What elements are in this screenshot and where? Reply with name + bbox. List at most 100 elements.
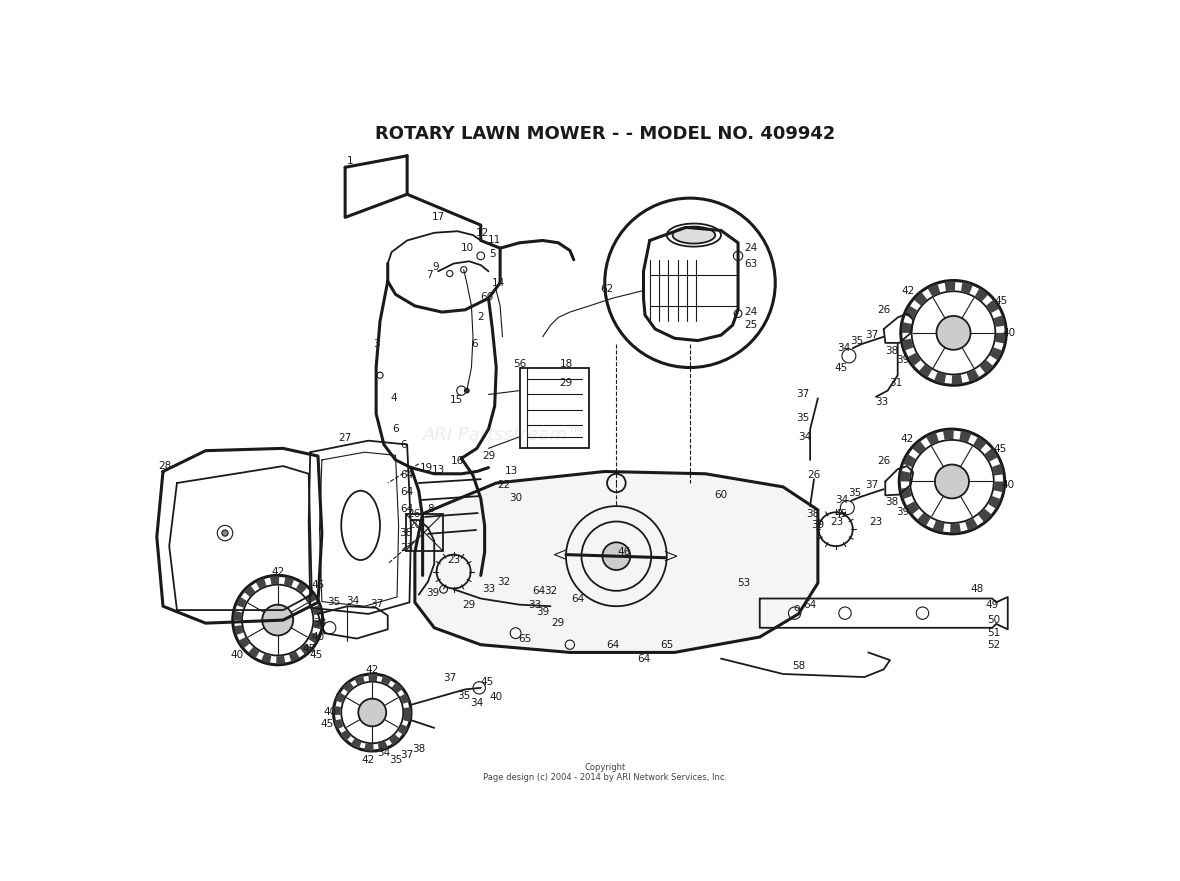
Text: 22: 22	[498, 479, 511, 490]
Ellipse shape	[673, 226, 715, 243]
Text: 40: 40	[1003, 328, 1016, 338]
Text: 64: 64	[804, 600, 817, 610]
Polygon shape	[306, 592, 316, 603]
Text: 66: 66	[480, 292, 493, 301]
Text: 37: 37	[371, 599, 384, 609]
Circle shape	[937, 316, 970, 350]
Text: 40: 40	[231, 649, 244, 660]
Text: 50: 50	[988, 615, 1001, 626]
Text: 64: 64	[400, 504, 414, 515]
Bar	[406, 514, 442, 551]
Text: 12: 12	[476, 228, 489, 238]
Polygon shape	[234, 626, 243, 635]
Polygon shape	[234, 611, 242, 620]
Text: 8: 8	[427, 504, 434, 515]
Text: 49: 49	[985, 600, 999, 610]
Text: 45: 45	[312, 581, 325, 590]
Text: 64: 64	[400, 470, 414, 480]
Text: 26: 26	[807, 470, 820, 480]
Polygon shape	[905, 306, 917, 318]
Text: 13: 13	[505, 466, 518, 477]
Polygon shape	[340, 730, 350, 741]
Polygon shape	[902, 322, 912, 333]
Text: 45: 45	[994, 444, 1007, 454]
Polygon shape	[992, 463, 1003, 476]
Text: 65: 65	[518, 633, 531, 643]
Text: 34: 34	[378, 747, 391, 758]
Text: 35: 35	[795, 412, 809, 423]
Polygon shape	[975, 288, 988, 301]
Text: 38: 38	[806, 509, 819, 519]
Text: 45: 45	[310, 649, 323, 660]
Text: 42: 42	[362, 755, 375, 766]
Polygon shape	[289, 651, 300, 662]
Text: 33: 33	[529, 600, 542, 610]
Polygon shape	[994, 315, 1005, 327]
Polygon shape	[244, 586, 255, 596]
Polygon shape	[900, 470, 910, 482]
Text: 58: 58	[792, 662, 805, 671]
Text: 28: 28	[158, 461, 171, 471]
Circle shape	[935, 464, 969, 499]
Polygon shape	[368, 674, 378, 681]
Polygon shape	[389, 735, 400, 745]
Text: 6: 6	[471, 339, 478, 350]
Text: 18: 18	[559, 359, 572, 368]
Text: 45: 45	[834, 362, 847, 373]
Text: 2: 2	[478, 313, 484, 322]
Text: 38: 38	[412, 744, 425, 754]
Text: 34: 34	[471, 699, 484, 708]
Text: 40: 40	[1001, 480, 1015, 491]
Text: 25: 25	[743, 320, 758, 330]
Polygon shape	[261, 654, 271, 663]
Text: 40: 40	[312, 632, 325, 642]
Polygon shape	[913, 292, 927, 306]
Polygon shape	[335, 692, 346, 703]
Polygon shape	[902, 339, 913, 351]
Polygon shape	[334, 706, 341, 715]
Polygon shape	[990, 347, 1002, 360]
Polygon shape	[943, 430, 953, 440]
Polygon shape	[392, 682, 402, 693]
Polygon shape	[365, 744, 374, 751]
Text: 37: 37	[795, 389, 809, 399]
Polygon shape	[927, 284, 940, 296]
Polygon shape	[381, 676, 392, 685]
Text: 27: 27	[339, 433, 352, 443]
Polygon shape	[900, 487, 912, 500]
Text: 29: 29	[463, 600, 476, 610]
Text: 38: 38	[885, 497, 898, 507]
Polygon shape	[350, 738, 361, 749]
Polygon shape	[404, 707, 411, 716]
Text: 4: 4	[391, 393, 398, 403]
Text: 14: 14	[492, 278, 505, 288]
Text: 46: 46	[617, 547, 631, 558]
Text: 53: 53	[738, 578, 750, 589]
Text: 6: 6	[392, 424, 399, 434]
Circle shape	[477, 252, 485, 260]
Text: 62: 62	[601, 284, 614, 294]
Text: 11: 11	[489, 235, 502, 246]
Text: 45: 45	[995, 295, 1008, 306]
Text: 33: 33	[481, 584, 496, 595]
Text: 64: 64	[637, 654, 650, 663]
Text: 45: 45	[834, 509, 847, 519]
Polygon shape	[979, 360, 994, 374]
Text: 39: 39	[426, 589, 439, 598]
Polygon shape	[965, 518, 978, 530]
Polygon shape	[415, 471, 818, 653]
Text: 26: 26	[877, 305, 891, 315]
Polygon shape	[988, 496, 1001, 509]
Polygon shape	[398, 724, 408, 735]
Polygon shape	[300, 643, 312, 655]
Polygon shape	[966, 369, 979, 382]
Text: 37: 37	[865, 479, 879, 490]
Bar	[519, 367, 589, 448]
Polygon shape	[952, 374, 963, 384]
Text: 64: 64	[532, 586, 545, 596]
Text: 42: 42	[902, 285, 916, 295]
Text: 23: 23	[870, 516, 883, 527]
Polygon shape	[961, 282, 974, 293]
Text: 64: 64	[400, 487, 414, 497]
Text: 37: 37	[400, 750, 414, 759]
